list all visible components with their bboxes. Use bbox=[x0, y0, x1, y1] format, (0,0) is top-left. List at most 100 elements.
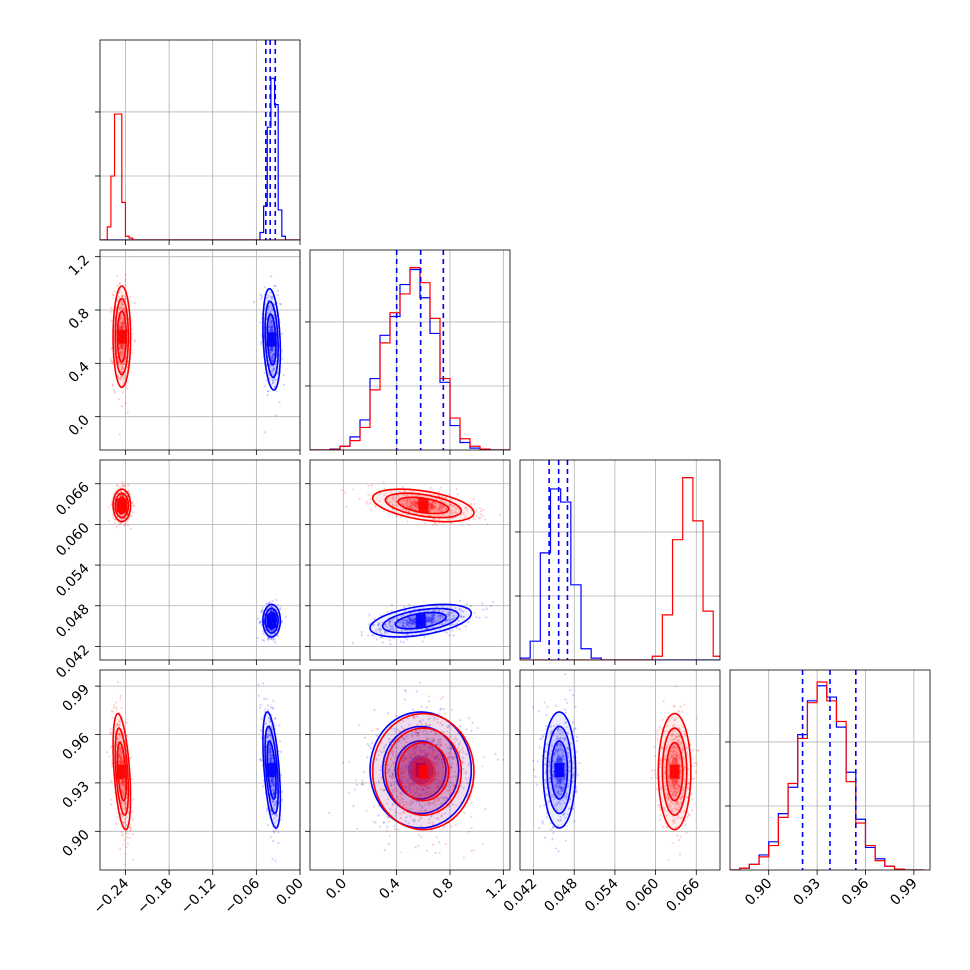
scatter-point bbox=[268, 746, 271, 749]
scatter-point bbox=[416, 501, 419, 505]
scatter-point bbox=[274, 284, 277, 287]
scatter-point bbox=[116, 284, 119, 287]
scatter-point bbox=[119, 751, 122, 754]
scatter-point bbox=[387, 820, 391, 823]
scatter-point bbox=[259, 729, 262, 732]
scatter-point bbox=[386, 772, 389, 775]
scatter-point bbox=[414, 782, 417, 786]
scatter-point bbox=[547, 800, 551, 803]
scatter-point bbox=[270, 297, 274, 301]
panel-frame bbox=[99, 249, 301, 451]
scatter-point bbox=[269, 751, 272, 754]
scatter-point bbox=[370, 729, 374, 732]
scatter-point bbox=[399, 773, 403, 776]
scatter-point bbox=[269, 348, 272, 351]
scatter-point bbox=[121, 391, 124, 394]
scatter-point bbox=[389, 620, 392, 623]
scatter-point bbox=[271, 801, 274, 804]
scatter-point bbox=[417, 611, 420, 614]
scatter-point bbox=[424, 760, 427, 763]
scatter-point bbox=[426, 795, 429, 798]
scatter-point bbox=[434, 620, 437, 623]
scatter-point bbox=[118, 306, 121, 310]
scatter-point bbox=[405, 493, 409, 497]
scatter-point bbox=[272, 790, 276, 794]
hist-blue bbox=[520, 488, 720, 660]
scatter-point bbox=[554, 784, 557, 787]
scatter-point bbox=[273, 777, 276, 780]
scatter-point bbox=[421, 757, 424, 760]
scatter-point bbox=[431, 614, 434, 617]
scatter-point bbox=[424, 753, 427, 756]
scatter-point bbox=[405, 756, 408, 760]
scatter-point bbox=[438, 494, 441, 497]
scatter-point bbox=[448, 634, 451, 637]
scatter-point bbox=[391, 773, 395, 776]
scatter-point bbox=[391, 496, 395, 499]
contour-red bbox=[384, 492, 463, 519]
scatter-point bbox=[271, 782, 274, 785]
scatter-point bbox=[436, 774, 439, 777]
scatter-point bbox=[365, 500, 368, 503]
panel-2-1 bbox=[305, 459, 511, 665]
scatter-point bbox=[558, 799, 562, 803]
scatter-point bbox=[267, 307, 270, 310]
scatter-point bbox=[121, 323, 124, 326]
scatter-point bbox=[259, 321, 262, 324]
scatter-point bbox=[121, 295, 124, 298]
scatter-point bbox=[120, 760, 124, 763]
x-tick-label: 0.8 bbox=[430, 876, 457, 903]
scatter-point bbox=[121, 307, 125, 311]
scatter-point bbox=[388, 737, 391, 741]
scatter-point bbox=[270, 275, 273, 278]
scatter-point bbox=[440, 614, 443, 617]
scatter-point bbox=[269, 750, 273, 753]
scatter-point bbox=[119, 749, 122, 752]
scatter-point bbox=[407, 763, 410, 766]
scatter-point bbox=[417, 819, 421, 822]
scatter-point bbox=[556, 818, 559, 822]
scatter-point bbox=[449, 611, 452, 614]
scatter-point bbox=[391, 776, 394, 780]
scatter-point bbox=[425, 754, 428, 757]
scatter-point bbox=[399, 812, 402, 815]
scatter-point bbox=[418, 720, 422, 723]
scatter-point bbox=[409, 783, 413, 786]
scatter-point bbox=[126, 386, 129, 390]
scatter-point bbox=[121, 303, 124, 306]
scatter-point bbox=[429, 505, 432, 508]
scatter-point bbox=[409, 762, 413, 765]
scatter-point bbox=[362, 771, 365, 774]
scatter-point bbox=[403, 747, 406, 750]
scatter-point bbox=[557, 790, 560, 793]
scatter-point bbox=[272, 806, 275, 809]
scatter-point bbox=[269, 734, 273, 737]
scatter-point bbox=[273, 302, 276, 305]
scatter-point bbox=[269, 747, 272, 751]
scatter-point bbox=[458, 599, 462, 602]
scatter-point bbox=[451, 755, 454, 758]
scatter-point bbox=[270, 328, 273, 331]
y-tick-label: 1.2 bbox=[66, 252, 93, 279]
scatter-point bbox=[109, 357, 112, 360]
scatter-point bbox=[399, 770, 403, 773]
scatter-point bbox=[445, 618, 448, 622]
scatter-point bbox=[419, 824, 423, 828]
scatter-point bbox=[274, 414, 277, 417]
scatter-point bbox=[121, 302, 125, 305]
scatter-point bbox=[561, 789, 564, 793]
scatter-point bbox=[370, 508, 373, 511]
scatter-point bbox=[361, 779, 364, 782]
scatter-point bbox=[412, 499, 415, 502]
scatter-point bbox=[277, 831, 280, 834]
scatter-point bbox=[388, 621, 391, 624]
scatter-point bbox=[434, 791, 437, 794]
scatter-point bbox=[441, 763, 445, 766]
scatter-point bbox=[448, 751, 451, 754]
scatter-point bbox=[454, 736, 457, 739]
scatter-point bbox=[427, 619, 430, 622]
scatter-point bbox=[407, 773, 410, 776]
scatter-point bbox=[402, 754, 406, 757]
scatter-point bbox=[395, 629, 398, 632]
